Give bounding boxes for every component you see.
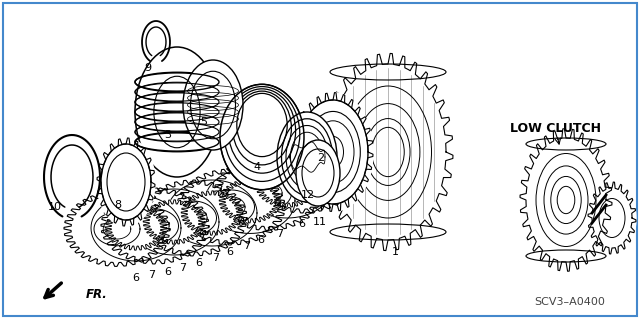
- Polygon shape: [167, 180, 257, 246]
- Polygon shape: [197, 161, 303, 241]
- Polygon shape: [143, 200, 205, 244]
- Text: 6: 6: [132, 273, 140, 283]
- Polygon shape: [97, 138, 155, 226]
- Polygon shape: [256, 163, 318, 207]
- Ellipse shape: [296, 140, 340, 206]
- Text: 6: 6: [298, 219, 305, 229]
- Polygon shape: [101, 188, 209, 264]
- Polygon shape: [139, 180, 247, 256]
- Ellipse shape: [101, 144, 151, 220]
- Polygon shape: [241, 152, 333, 218]
- Text: 3: 3: [164, 130, 172, 140]
- Polygon shape: [213, 152, 323, 234]
- Polygon shape: [592, 188, 632, 248]
- Text: 6: 6: [257, 235, 264, 245]
- Ellipse shape: [277, 112, 337, 202]
- Polygon shape: [105, 206, 167, 250]
- Text: 8: 8: [115, 200, 122, 210]
- Polygon shape: [214, 156, 322, 230]
- Text: 6: 6: [195, 258, 202, 268]
- Polygon shape: [176, 165, 286, 249]
- Polygon shape: [138, 176, 248, 260]
- Polygon shape: [100, 184, 210, 268]
- Text: 10: 10: [48, 202, 62, 212]
- Polygon shape: [323, 53, 453, 251]
- Ellipse shape: [220, 84, 304, 190]
- Polygon shape: [233, 144, 341, 226]
- Text: LOW CLUTCH: LOW CLUTCH: [511, 122, 602, 135]
- Text: FR.: FR.: [86, 287, 108, 300]
- Polygon shape: [121, 181, 227, 263]
- Polygon shape: [330, 64, 446, 240]
- Polygon shape: [159, 172, 265, 254]
- Text: 9: 9: [145, 63, 152, 73]
- Polygon shape: [205, 168, 295, 234]
- Ellipse shape: [298, 100, 368, 204]
- Polygon shape: [247, 133, 359, 217]
- Text: 7: 7: [276, 229, 284, 239]
- Ellipse shape: [183, 60, 243, 150]
- Polygon shape: [64, 192, 170, 266]
- Text: 4: 4: [253, 162, 260, 172]
- Text: 6: 6: [227, 247, 234, 257]
- Text: 1: 1: [392, 247, 399, 257]
- Text: 12: 12: [301, 190, 315, 200]
- Text: 2: 2: [317, 153, 324, 163]
- Polygon shape: [248, 137, 358, 213]
- Text: 7: 7: [148, 270, 156, 280]
- Text: 11: 11: [313, 217, 327, 227]
- Text: 6: 6: [164, 267, 172, 277]
- Polygon shape: [83, 187, 189, 269]
- Polygon shape: [91, 195, 181, 261]
- Polygon shape: [220, 179, 281, 223]
- Ellipse shape: [135, 47, 219, 177]
- Text: 7: 7: [243, 241, 251, 251]
- Polygon shape: [177, 169, 285, 245]
- Polygon shape: [63, 188, 171, 271]
- Polygon shape: [129, 189, 219, 255]
- Text: 7: 7: [212, 253, 220, 263]
- Polygon shape: [293, 93, 373, 211]
- Text: 5: 5: [200, 117, 207, 127]
- Polygon shape: [520, 129, 612, 271]
- Text: SCV3–A0400: SCV3–A0400: [534, 297, 605, 307]
- Polygon shape: [181, 191, 243, 235]
- Polygon shape: [526, 138, 606, 262]
- Polygon shape: [588, 182, 636, 254]
- Text: 7: 7: [179, 263, 187, 273]
